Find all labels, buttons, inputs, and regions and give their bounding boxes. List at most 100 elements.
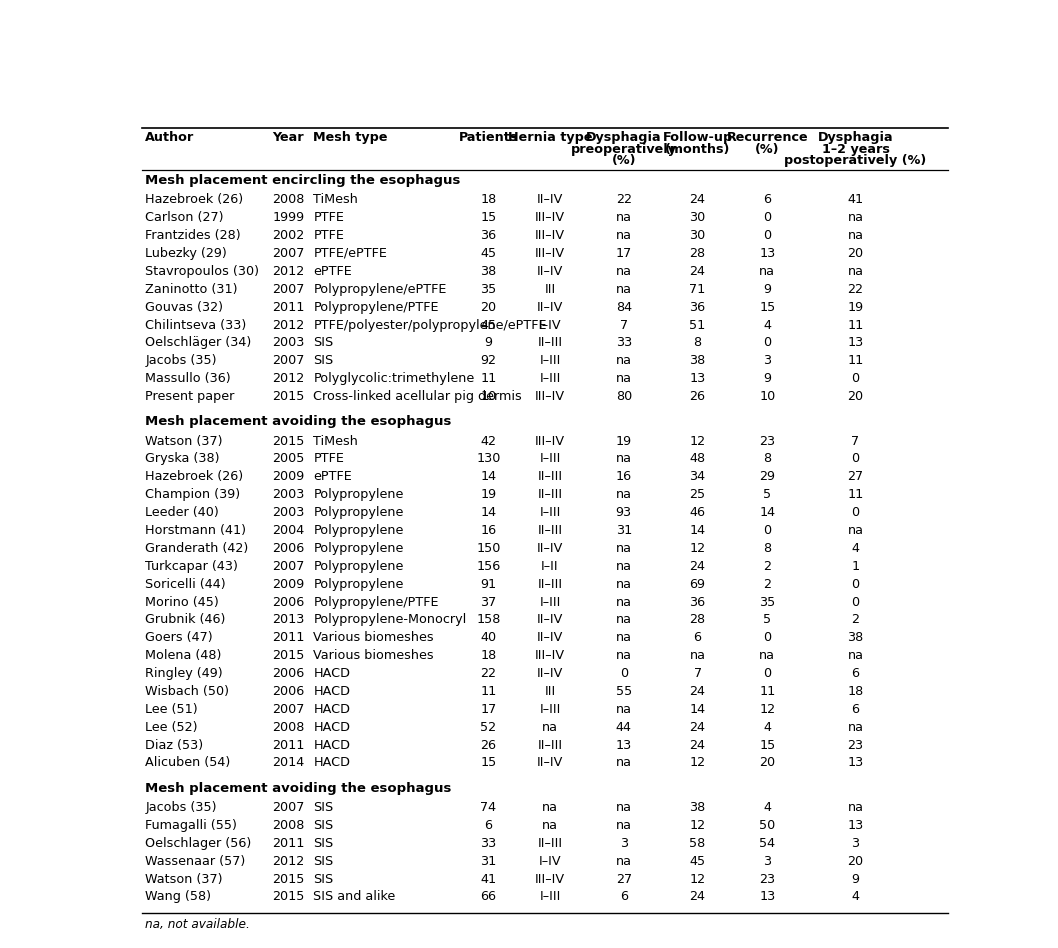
Text: 36: 36 (480, 229, 496, 242)
Text: III–IV: III–IV (535, 247, 565, 260)
Text: na: na (847, 229, 863, 242)
Text: Polypropylene/PTFE: Polypropylene/PTFE (313, 595, 439, 609)
Text: 13: 13 (760, 890, 776, 903)
Text: Wisbach (50): Wisbach (50) (145, 685, 230, 698)
Text: 30: 30 (690, 211, 706, 225)
Text: 27: 27 (847, 470, 863, 483)
Text: na: na (616, 801, 632, 814)
Text: II–IV: II–IV (536, 301, 563, 314)
Text: I–II: I–II (542, 559, 559, 573)
Text: 2011: 2011 (273, 301, 305, 314)
Text: Year: Year (273, 131, 304, 144)
Text: 2003: 2003 (273, 506, 305, 520)
Text: 37: 37 (480, 595, 496, 609)
Text: Polypropylene: Polypropylene (313, 542, 404, 555)
Text: PTFE: PTFE (313, 229, 344, 242)
Text: 9: 9 (852, 872, 859, 885)
Text: 5: 5 (763, 613, 771, 627)
Text: 74: 74 (480, 801, 496, 814)
Text: 3: 3 (620, 837, 627, 849)
Text: Polypropylene: Polypropylene (313, 577, 404, 591)
Text: Chilintseva (33): Chilintseva (33) (145, 319, 247, 332)
Text: Dysphagia: Dysphagia (586, 131, 661, 144)
Text: Polypropylene/PTFE: Polypropylene/PTFE (313, 301, 439, 314)
Text: II–III: II–III (537, 470, 563, 483)
Text: II–III: II–III (537, 524, 563, 537)
Text: 0: 0 (620, 667, 627, 680)
Text: Recurrence: Recurrence (727, 131, 808, 144)
Text: I–III: I–III (540, 355, 561, 367)
Text: na: na (616, 819, 632, 832)
Text: HACD: HACD (313, 685, 350, 698)
Text: 3: 3 (763, 355, 771, 367)
Text: 2011: 2011 (273, 738, 305, 752)
Text: na: na (616, 373, 632, 385)
Text: 2003: 2003 (273, 337, 305, 350)
Text: 24: 24 (690, 738, 706, 752)
Text: 2002: 2002 (273, 229, 305, 242)
Text: 84: 84 (616, 301, 632, 314)
Text: 91: 91 (480, 577, 496, 591)
Text: 6: 6 (694, 631, 701, 645)
Text: 9: 9 (763, 283, 771, 296)
Text: Mesh placement avoiding the esophagus: Mesh placement avoiding the esophagus (145, 782, 451, 794)
Text: Polyglycolic:trimethylene: Polyglycolic:trimethylene (313, 373, 475, 385)
Text: Jacobs (35): Jacobs (35) (145, 355, 217, 367)
Text: 80: 80 (616, 390, 632, 403)
Text: 18: 18 (847, 685, 863, 698)
Text: 19: 19 (616, 434, 632, 447)
Text: 1999: 1999 (273, 211, 305, 225)
Text: 9: 9 (763, 373, 771, 385)
Text: na: na (616, 631, 632, 645)
Text: 12: 12 (690, 757, 706, 770)
Text: na: na (542, 720, 558, 734)
Text: 2013: 2013 (273, 613, 305, 627)
Text: (%): (%) (612, 154, 636, 167)
Text: 15: 15 (480, 757, 496, 770)
Text: 0: 0 (763, 524, 771, 537)
Text: PTFE: PTFE (313, 211, 344, 225)
Text: 50: 50 (760, 819, 776, 832)
Text: na: na (847, 649, 863, 663)
Text: na: na (847, 524, 863, 537)
Text: 0: 0 (852, 506, 859, 520)
Text: na: na (616, 211, 632, 225)
Text: 38: 38 (690, 801, 706, 814)
Text: 0: 0 (763, 211, 771, 225)
Text: Fumagalli (55): Fumagalli (55) (145, 819, 237, 832)
Text: 45: 45 (480, 319, 496, 332)
Text: 13: 13 (760, 247, 776, 260)
Text: 11: 11 (480, 373, 496, 385)
Text: Frantzides (28): Frantzides (28) (145, 229, 241, 242)
Text: III–IV: III–IV (535, 872, 565, 885)
Text: 12: 12 (690, 434, 706, 447)
Text: HACD: HACD (313, 738, 350, 752)
Text: 6: 6 (763, 193, 771, 207)
Text: 9: 9 (485, 337, 493, 350)
Text: 41: 41 (480, 872, 496, 885)
Text: Polypropylene: Polypropylene (313, 488, 404, 501)
Text: 15: 15 (760, 738, 776, 752)
Text: 2009: 2009 (273, 470, 305, 483)
Text: 2: 2 (763, 559, 771, 573)
Text: Polypropylene: Polypropylene (313, 506, 404, 520)
Text: 3: 3 (852, 837, 859, 849)
Text: 2: 2 (852, 613, 859, 627)
Text: SIS: SIS (313, 855, 333, 867)
Text: I–III: I–III (540, 506, 561, 520)
Text: Polypropylene-Monocryl: Polypropylene-Monocryl (313, 613, 467, 627)
Text: 18: 18 (480, 193, 496, 207)
Text: 2012: 2012 (273, 855, 305, 867)
Text: Alicuben (54): Alicuben (54) (145, 757, 231, 770)
Text: SIS and alike: SIS and alike (313, 890, 396, 903)
Text: 11: 11 (847, 319, 863, 332)
Text: Watson (37): Watson (37) (145, 872, 223, 885)
Text: 2015: 2015 (273, 890, 305, 903)
Text: 6: 6 (620, 890, 627, 903)
Text: Zaninotto (31): Zaninotto (31) (145, 283, 238, 296)
Text: 13: 13 (847, 337, 863, 350)
Text: 52: 52 (480, 720, 496, 734)
Text: Polypropylene/ePTFE: Polypropylene/ePTFE (313, 283, 446, 296)
Text: na: na (616, 649, 632, 663)
Text: 2003: 2003 (273, 488, 305, 501)
